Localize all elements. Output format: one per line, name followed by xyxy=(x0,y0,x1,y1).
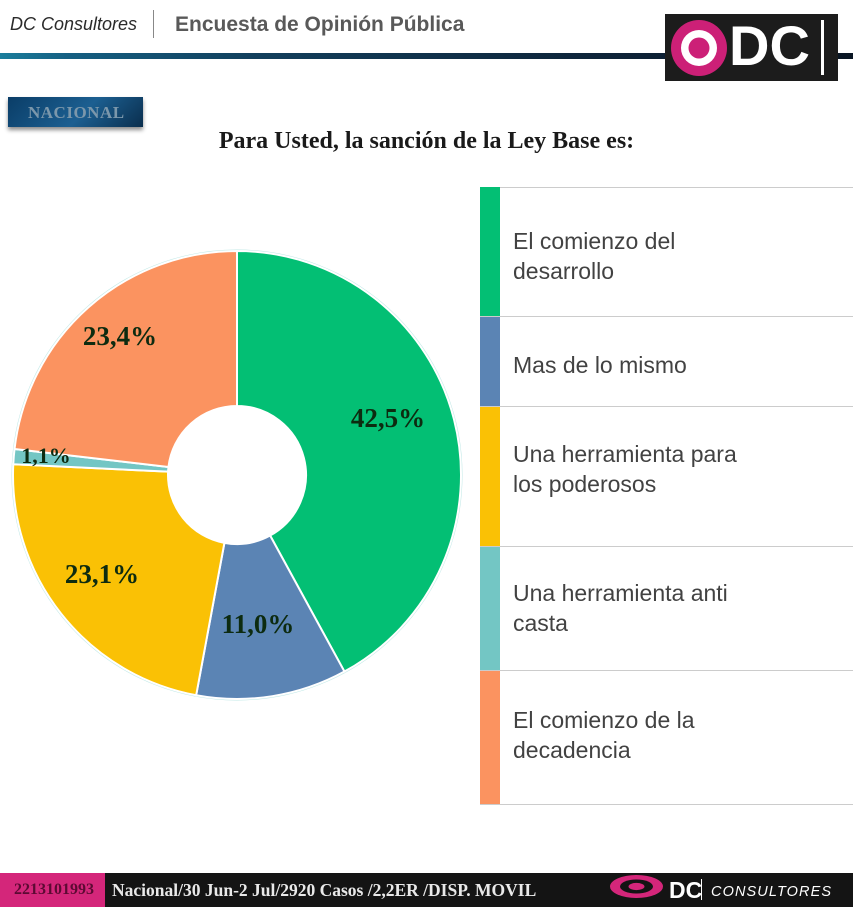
svg-text:23,4%: 23,4% xyxy=(83,321,157,351)
svg-text:1,1%: 1,1% xyxy=(21,443,71,468)
svg-text:23,1%: 23,1% xyxy=(65,559,139,589)
svg-text:42,5%: 42,5% xyxy=(351,403,425,433)
svg-text:11,0%: 11,0% xyxy=(222,609,295,639)
